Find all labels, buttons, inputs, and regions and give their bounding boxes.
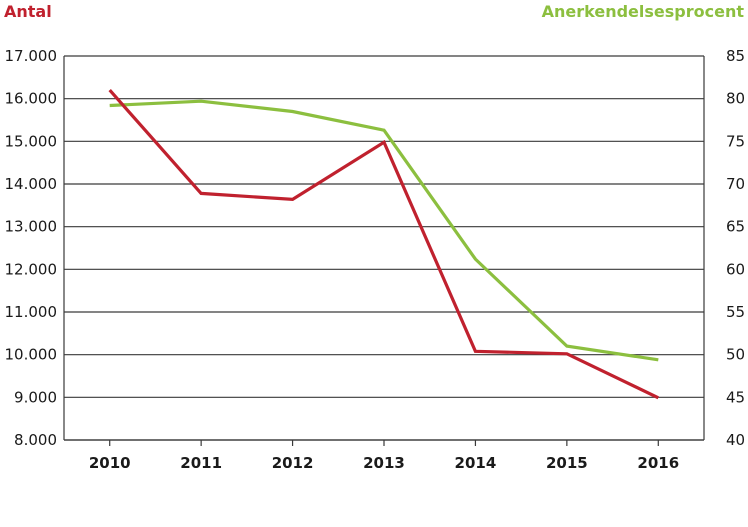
- x-tick-label: 2013: [363, 454, 405, 472]
- left-tick-label: 10.000: [5, 346, 58, 364]
- left-tick-label: 9.000: [14, 388, 57, 406]
- left-tick-label: 14.000: [5, 175, 58, 193]
- right-tick-label: 50: [726, 346, 745, 364]
- left-tick-label: 12.000: [5, 260, 58, 278]
- right-tick-label: 75: [726, 132, 745, 150]
- right-tick-label: 45: [726, 388, 745, 406]
- x-tick-labels: 2010 2011 2012 2013 2014 2015 2016: [89, 454, 679, 472]
- x-tick-label: 2014: [455, 454, 497, 472]
- left-tick-label: 11.000: [5, 303, 58, 321]
- series-line-antal: [108, 89, 659, 400]
- right-tick-label: 85: [726, 47, 745, 65]
- series-lines: [108, 89, 659, 400]
- x-tick-label: 2010: [89, 454, 131, 472]
- right-tick-label: 70: [726, 175, 745, 193]
- right-tick-labels: 40 45 50 55 60 65 70 75 80 85: [726, 47, 745, 449]
- series-line-anerkendelsesprocent: [109, 99, 659, 362]
- right-tick-label: 55: [726, 303, 745, 321]
- x-tick-label: 2016: [637, 454, 679, 472]
- right-tick-label: 80: [726, 90, 745, 108]
- gridlines: [64, 55, 704, 441]
- right-tick-label: 40: [726, 431, 745, 449]
- right-tick-label: 65: [726, 218, 745, 236]
- left-tick-label: 16.000: [5, 90, 58, 108]
- x-tick-label: 2011: [180, 454, 222, 472]
- x-tick-label: 2015: [546, 454, 588, 472]
- axes: [63, 56, 705, 446]
- left-tick-label: 13.000: [5, 218, 58, 236]
- left-tick-labels: 8.000 9.000 10.000 11.000 12.000 13.000 14.000…: [5, 47, 58, 449]
- right-axis-title: Anerkendelsesprocent: [541, 2, 744, 21]
- right-tick-label: 60: [726, 260, 745, 278]
- left-tick-label: 15.000: [5, 132, 58, 150]
- left-axis-title: Antal: [4, 2, 52, 21]
- x-tick-label: 2012: [272, 454, 314, 472]
- left-tick-label: 8.000: [14, 431, 57, 449]
- left-tick-label: 17.000: [5, 47, 58, 65]
